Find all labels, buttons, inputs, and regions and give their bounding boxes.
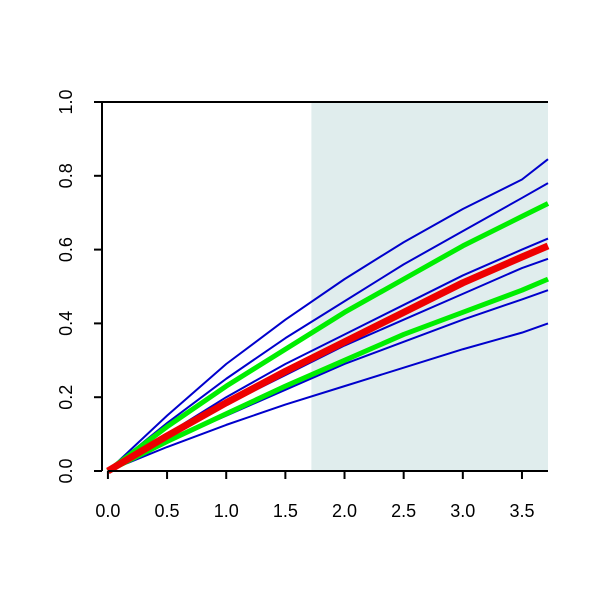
y-tick-label: 0.2 <box>56 385 76 410</box>
y-axis: 0.0 0.2 0.4 0.6 0.8 1.0 <box>56 89 103 484</box>
shaded-region <box>311 102 548 471</box>
x-tick-label: 1.0 <box>214 501 239 521</box>
x-tick-label: 2.5 <box>391 501 416 521</box>
y-tick-label: 1.0 <box>56 89 76 114</box>
x-axis: 0.0 0.5 1.0 1.5 2.0 2.5 3.0 3.5 <box>95 470 548 521</box>
y-tick-label: 0.8 <box>56 163 76 188</box>
x-tick-label: 3.5 <box>509 501 534 521</box>
series-line-6 <box>107 322 549 472</box>
series-line-7 <box>106 201 550 474</box>
series-layer <box>106 158 550 475</box>
y-tick-label: 0.4 <box>56 311 76 336</box>
x-tick-label: 2.0 <box>332 501 357 521</box>
y-tick-label: 0.6 <box>56 237 76 262</box>
x-tick-label: 3.0 <box>450 501 475 521</box>
series-line-1 <box>107 158 549 472</box>
x-tick-label: 1.5 <box>273 501 298 521</box>
y-tick-label: 0.0 <box>56 458 76 483</box>
series-line-2 <box>107 182 549 472</box>
x-tick-label: 0.5 <box>155 501 180 521</box>
x-tick-label: 0.0 <box>95 501 120 521</box>
series-line-9 <box>106 242 550 475</box>
series-line-8 <box>106 276 549 474</box>
